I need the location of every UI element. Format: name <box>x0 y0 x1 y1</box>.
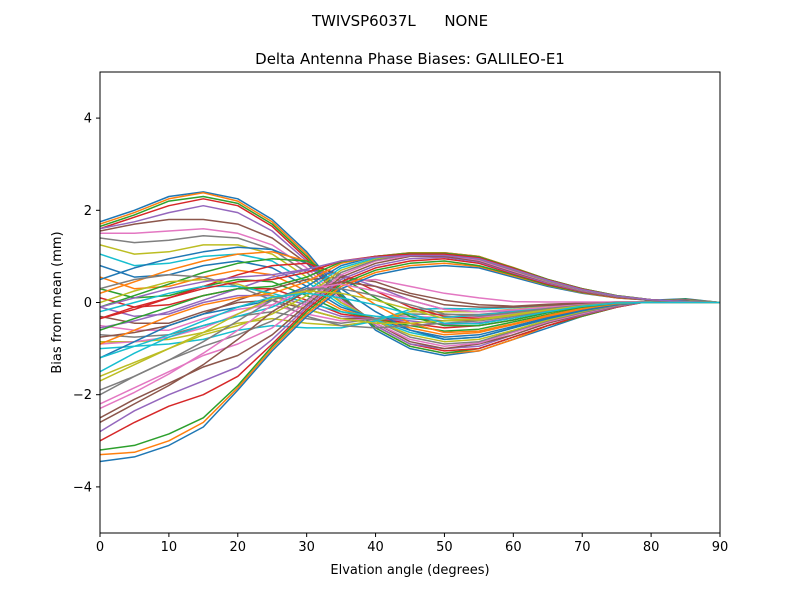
x-tick-label: 20 <box>230 540 247 555</box>
x-tick-label: 60 <box>505 540 522 555</box>
y-tick-label: 4 <box>84 112 92 127</box>
y-tick-label: 0 <box>84 296 92 311</box>
x-tick-label: 80 <box>643 540 660 555</box>
y-tick-label: −4 <box>73 480 92 495</box>
series-line-50 <box>100 292 720 359</box>
x-tick-label: 30 <box>298 540 315 555</box>
x-axis-label: Elvation angle (degrees) <box>330 563 489 578</box>
series-layer <box>100 191 720 463</box>
x-axis: 0 10 20 30 40 50 60 70 80 90 <box>96 533 728 555</box>
x-tick-label: 50 <box>436 540 453 555</box>
y-tick-label: 2 <box>84 204 92 219</box>
y-tick-label: −2 <box>73 388 92 403</box>
series-line-21 <box>100 246 720 341</box>
x-tick-label: 10 <box>161 540 178 555</box>
figure-suptitle: TWIVSP6037L NONE <box>311 12 488 30</box>
y-axis: −4 −2 0 2 4 <box>73 112 100 495</box>
chart-title: Delta Antenna Phase Biases: GALILEO-E1 <box>255 50 565 68</box>
x-tick-label: 0 <box>96 540 104 555</box>
x-tick-label: 90 <box>712 540 729 555</box>
x-tick-label: 70 <box>574 540 591 555</box>
y-axis-label: Bias from mean (mm) <box>50 231 65 373</box>
x-tick-label: 40 <box>367 540 384 555</box>
series-line-45 <box>100 254 720 308</box>
